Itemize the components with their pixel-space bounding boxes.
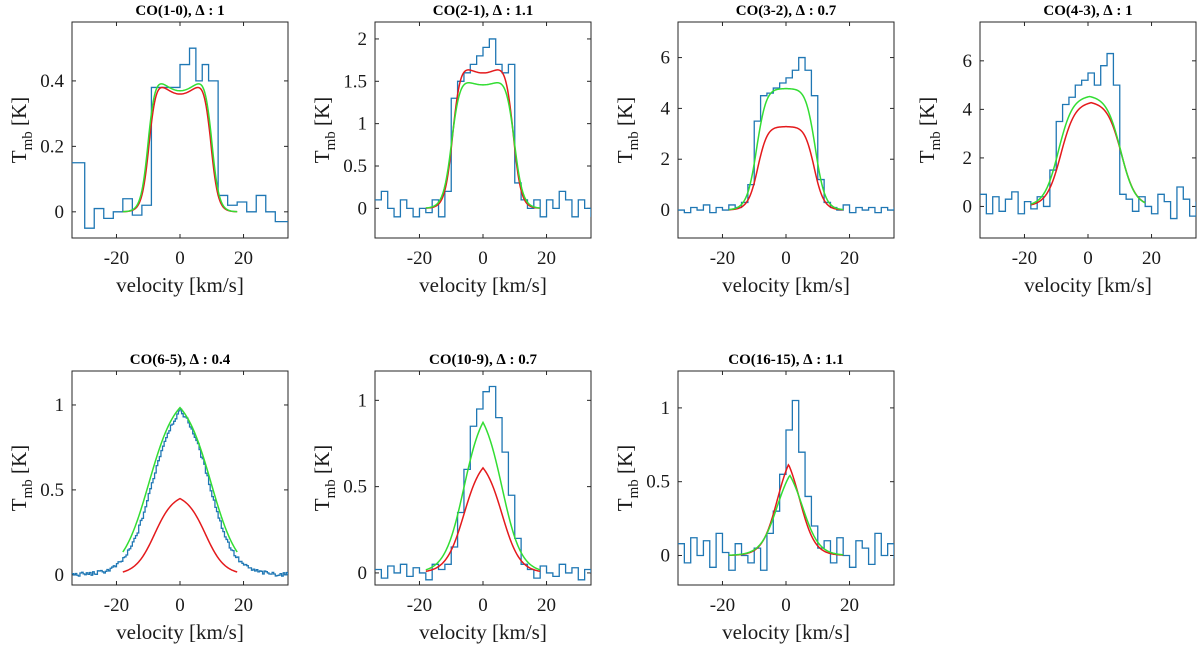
x-axis-label: velocity [km/s] — [722, 620, 850, 644]
y-tick-label: 1 — [358, 390, 368, 411]
x-tick-label: -20 — [407, 248, 432, 269]
x-axis-label: velocity [km/s] — [116, 620, 244, 644]
x-tick-label: 0 — [478, 248, 488, 269]
subplot-title: CO(1-0), ∆ : 1 — [135, 3, 224, 19]
subplot-title: CO(2-1), ∆ : 1.1 — [433, 3, 533, 19]
y-tick-label: 0 — [55, 565, 65, 586]
model-line-1 — [728, 125, 844, 211]
y-tick-label: 0.4 — [40, 71, 64, 92]
y-tick-label: 2 — [661, 149, 671, 170]
y-axis-label: Tmb [K] — [310, 445, 339, 511]
y-axis-label: Tmb [K] — [613, 97, 642, 163]
y-axis-label: Tmb [K] — [7, 445, 36, 511]
model-line-1 — [122, 497, 238, 573]
observed-spectrum-0 — [375, 385, 591, 581]
y-tick-label: 2 — [358, 29, 368, 50]
y-tick-label: 0.5 — [646, 472, 670, 493]
x-axis-label: velocity [km/s] — [1024, 273, 1152, 297]
subplot-3: CO(3-2), ∆ : 0.7 -20 0 20 0 2 4 6 velocity [km/s… — [613, 3, 895, 297]
y-tick-label: 1.5 — [343, 71, 367, 92]
x-tick-label: -20 — [710, 248, 735, 269]
observed-spectrum-0 — [375, 38, 591, 218]
subplot-title: CO(16-15), ∆ : 1.1 — [728, 352, 843, 368]
axes-frame — [979, 21, 1197, 239]
model-line-2 — [728, 87, 844, 211]
y-tick-label: 1 — [358, 114, 368, 135]
y-tick-label: 4 — [963, 99, 973, 120]
axes-frame — [71, 370, 289, 586]
x-tick-label: 0 — [781, 248, 791, 269]
x-tick-label: 0 — [781, 595, 791, 616]
model-line-1 — [425, 466, 541, 573]
y-tick-label: 0 — [55, 202, 65, 223]
observed-spectrum-0 — [980, 52, 1196, 220]
subplot-title: CO(3-2), ∆ : 0.7 — [736, 3, 837, 19]
x-tick-label: -20 — [710, 595, 735, 616]
y-tick-label: 2 — [963, 148, 973, 169]
model-line-2 — [425, 420, 541, 571]
subplot-6: CO(10-9), ∆ : 0.7 -20 0 20 0 0.5 1 velocity [km… — [310, 352, 592, 644]
model-line-1 — [425, 69, 541, 209]
observed-spectrum-0 — [678, 56, 894, 214]
y-tick-label: 0.5 — [343, 477, 367, 498]
subplot-5: CO(6-5), ∆ : 0.4 -20 0 20 0 0.5 1 velocity [km/… — [7, 352, 289, 644]
y-tick-label: 0 — [963, 196, 973, 217]
observed-spectrum-0 — [72, 408, 288, 577]
x-axis-label: velocity [km/s] — [419, 620, 547, 644]
subplot-title: CO(10-9), ∆ : 0.7 — [429, 352, 537, 368]
x-tick-label: 0 — [175, 248, 185, 269]
x-tick-label: 20 — [840, 248, 859, 269]
y-tick-label: 0 — [661, 200, 671, 221]
x-tick-label: -20 — [104, 595, 129, 616]
x-axis-label: velocity [km/s] — [116, 273, 244, 297]
model-line-2 — [728, 474, 844, 556]
x-tick-label: 20 — [537, 595, 556, 616]
x-tick-label: 20 — [234, 248, 253, 269]
y-tick-label: 6 — [661, 48, 671, 69]
x-tick-label: 0 — [1083, 248, 1093, 269]
subplot-title: CO(4-3), ∆ : 1 — [1043, 3, 1132, 19]
y-tick-label: 0.5 — [343, 156, 367, 177]
y-tick-label: 0 — [358, 563, 368, 584]
x-tick-label: 20 — [234, 595, 253, 616]
y-tick-label: 1 — [55, 395, 65, 416]
subplot-4: CO(4-3), ∆ : 1 -20 0 20 0 2 4 6 velocity [km/s] T… — [915, 3, 1197, 297]
x-tick-label: -20 — [1012, 248, 1037, 269]
model-line-1 — [1030, 101, 1146, 206]
model-line-1 — [728, 463, 844, 557]
subplot-2: CO(2-1), ∆ : 1.1 -20 0 20 0 0.5 1 1.5 2 velocity … — [310, 3, 592, 297]
y-axis-label: Tmb [K] — [613, 445, 642, 511]
x-tick-label: 0 — [478, 595, 488, 616]
y-tick-label: 1 — [661, 398, 671, 419]
y-axis-label: Tmb [K] — [915, 97, 944, 163]
y-axis-label: Tmb [K] — [7, 97, 36, 163]
y-tick-label: 0.2 — [40, 136, 64, 157]
x-tick-label: -20 — [104, 248, 129, 269]
subplot-title: CO(6-5), ∆ : 0.4 — [130, 352, 231, 368]
y-tick-label: 6 — [963, 51, 973, 72]
x-tick-label: -20 — [407, 595, 432, 616]
x-tick-label: 20 — [840, 595, 859, 616]
y-tick-label: 0 — [358, 198, 368, 219]
x-axis-label: velocity [km/s] — [419, 273, 547, 297]
model-line-1 — [122, 86, 238, 213]
y-axis-label: Tmb [K] — [310, 97, 339, 163]
subplot-1: CO(1-0), ∆ : 1 -20 0 20 0 0.2 0.4 velocity [km/… — [7, 3, 289, 297]
model-line-2 — [122, 83, 238, 213]
observed-spectrum-0 — [678, 399, 894, 571]
model-line-2 — [425, 82, 541, 209]
y-tick-label: 0 — [661, 545, 671, 566]
x-tick-label: 20 — [537, 248, 556, 269]
model-line-2 — [1030, 95, 1146, 205]
model-line-2 — [122, 406, 238, 553]
subplot-7: CO(16-15), ∆ : 1.1 -20 0 20 0 0.5 1 velocity [k… — [613, 352, 895, 644]
y-tick-label: 0.5 — [40, 480, 64, 501]
y-tick-label: 4 — [661, 98, 671, 119]
x-axis-label: velocity [km/s] — [722, 273, 850, 297]
x-tick-label: 0 — [175, 595, 185, 616]
x-tick-label: 20 — [1142, 248, 1161, 269]
observed-spectrum-0 — [72, 47, 288, 229]
